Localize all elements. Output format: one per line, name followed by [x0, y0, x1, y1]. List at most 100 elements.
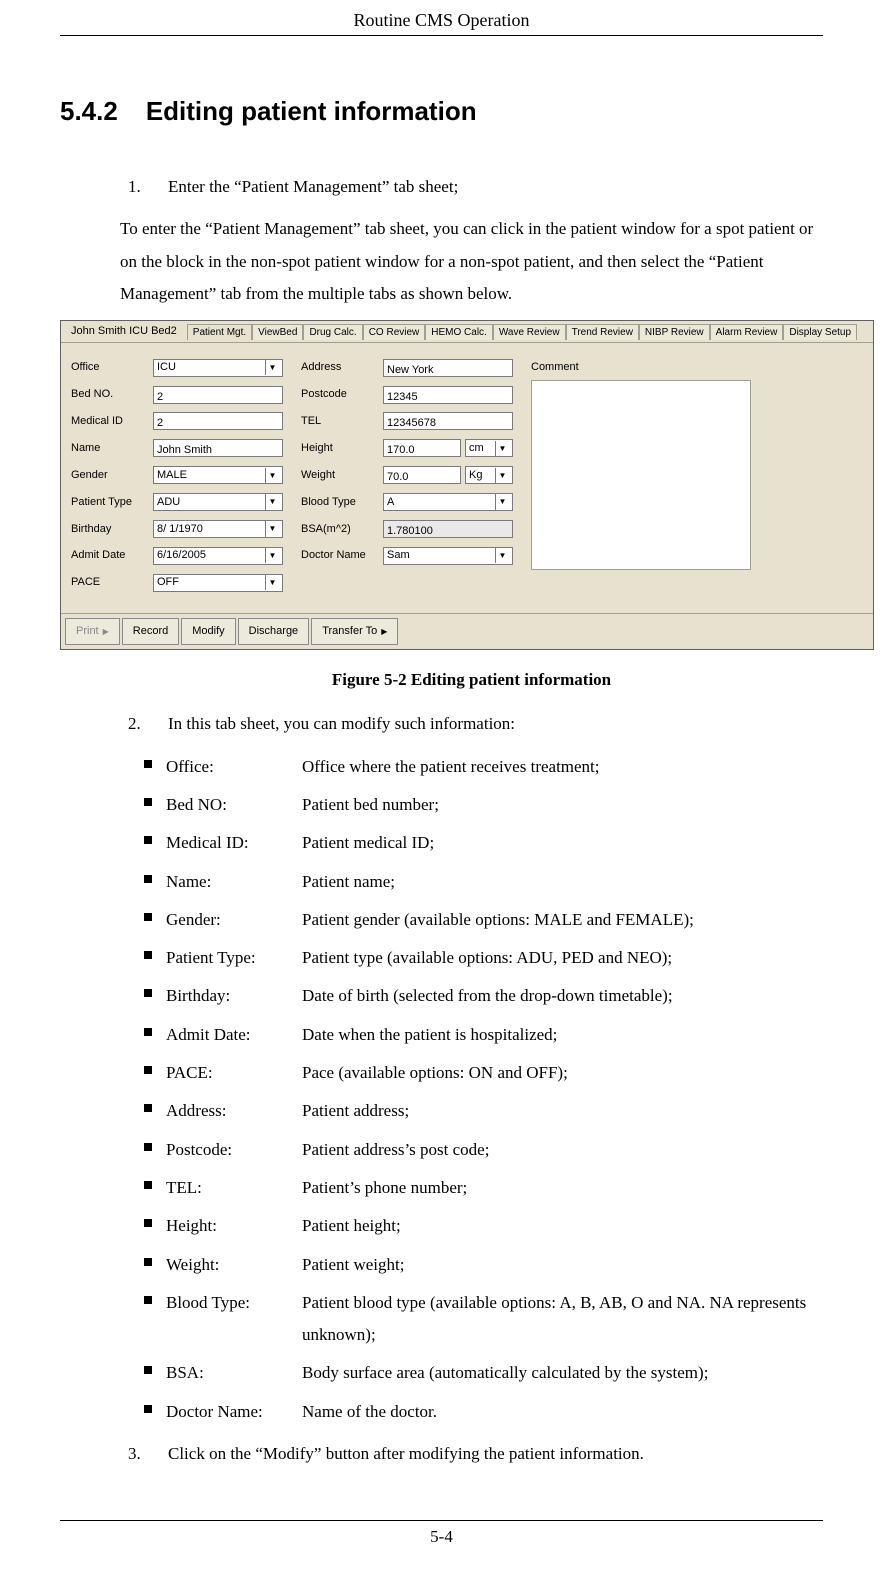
bullet-square-icon	[144, 1219, 152, 1227]
definition-term: Gender:	[166, 904, 302, 936]
definition-item: Weight:Patient weight;	[144, 1249, 823, 1281]
tab-viewbed[interactable]: ViewBed	[252, 324, 303, 340]
chevron-down-icon: ▼	[265, 548, 279, 563]
definition-item: Address:Patient address;	[144, 1095, 823, 1127]
definition-desc: Patient address’s post code;	[302, 1134, 823, 1166]
tab-patient-mgt-[interactable]: Patient Mgt.	[187, 324, 252, 340]
tab-drug-calc-[interactable]: Drug Calc.	[303, 324, 362, 340]
comment-textarea[interactable]	[531, 380, 751, 570]
window: John Smith ICU Bed2 Patient Mgt.ViewBedD…	[60, 320, 874, 650]
bullet-square-icon	[144, 1181, 152, 1189]
step-2: 2. In this tab sheet, you can modify suc…	[128, 708, 823, 740]
definition-desc: Patient’s phone number;	[302, 1172, 823, 1204]
field-blood-type: Blood TypeA▼	[301, 492, 513, 513]
dropdown[interactable]: MALE▼	[153, 466, 283, 484]
tab-display-setup[interactable]: Display Setup	[783, 324, 857, 340]
definition-desc: Body surface area (automatically calcula…	[302, 1357, 823, 1389]
tab-wave-review[interactable]: Wave Review	[493, 324, 566, 340]
bullet-square-icon	[144, 798, 152, 806]
modify-button[interactable]: Modify	[181, 618, 235, 645]
definition-desc: Date of birth (selected from the drop-do…	[302, 980, 823, 1012]
tab-nibp-review[interactable]: NIBP Review	[639, 324, 710, 340]
bullet-square-icon	[144, 1104, 152, 1112]
text-input[interactable]: 12345	[383, 386, 513, 404]
step-3-text: Click on the “Modify” button after modif…	[168, 1438, 644, 1470]
dropdown[interactable]: Sam▼	[383, 547, 513, 565]
discharge-button[interactable]: Discharge	[238, 618, 310, 645]
tab-bar: John Smith ICU Bed2 Patient Mgt.ViewBedD…	[61, 321, 873, 343]
definition-item: Doctor Name:Name of the doctor.	[144, 1396, 823, 1428]
text-input[interactable]: 70.0	[383, 466, 461, 484]
screenshot-figure: John Smith ICU Bed2 Patient Mgt.ViewBedD…	[60, 320, 874, 650]
print-button[interactable]: Print▶	[65, 618, 120, 645]
tab-trend-review[interactable]: Trend Review	[566, 324, 639, 340]
dropdown[interactable]: 6/16/2005▼	[153, 547, 283, 565]
definition-term: PACE:	[166, 1057, 302, 1089]
bullet-square-icon	[144, 1143, 152, 1151]
definition-item: TEL:Patient’s phone number;	[144, 1172, 823, 1204]
bullet-square-icon	[144, 1028, 152, 1036]
record-button[interactable]: Record	[122, 618, 179, 645]
step-1-text: Enter the “Patient Management” tab sheet…	[168, 171, 458, 203]
chevron-down-icon: ▼	[495, 468, 509, 483]
definition-item: Admit Date:Date when the patient is hosp…	[144, 1019, 823, 1051]
step-2-text: In this tab sheet, you can modify such i…	[168, 708, 515, 740]
comment-label: Comment	[531, 357, 751, 378]
definition-term: Office:	[166, 751, 302, 783]
unit-dropdown[interactable]: Kg▼	[465, 466, 513, 484]
definition-term: Height:	[166, 1210, 302, 1242]
bullet-square-icon	[144, 1366, 152, 1374]
text-input[interactable]: John Smith	[153, 439, 283, 457]
text-input[interactable]: 12345678	[383, 412, 513, 430]
transfer-button[interactable]: Transfer To▶	[311, 618, 398, 645]
dropdown[interactable]: OFF▼	[153, 574, 283, 592]
definition-desc: Patient height;	[302, 1210, 823, 1242]
text-input[interactable]: New York	[383, 359, 513, 377]
chevron-right-icon: ▶	[103, 627, 109, 636]
field-weight: Weight70.0Kg▼	[301, 465, 513, 486]
right-column: AddressNew YorkPostcode12345TEL12345678H…	[301, 357, 513, 593]
dropdown[interactable]: ICU▼	[153, 359, 283, 377]
definition-item: Birthday:Date of birth (selected from th…	[144, 980, 823, 1012]
definition-item: Office:Office where the patient receives…	[144, 751, 823, 783]
text-input[interactable]: 2	[153, 386, 283, 404]
dropdown[interactable]: 8/ 1/1970▼	[153, 520, 283, 538]
unit-dropdown[interactable]: cm▼	[465, 439, 513, 457]
chevron-down-icon: ▼	[265, 468, 279, 483]
step-3: 3. Click on the “Modify” button after mo…	[128, 1438, 823, 1470]
bullet-square-icon	[144, 875, 152, 883]
definition-desc: Patient bed number;	[302, 789, 823, 821]
figure-caption: Figure 5-2 Editing patient information	[120, 664, 823, 696]
field-admit-date: Admit Date 6/16/2005▼	[71, 545, 283, 566]
field-label: Patient Type	[71, 492, 149, 513]
definition-term: Admit Date:	[166, 1019, 302, 1051]
tab-hemo-calc-[interactable]: HEMO Calc.	[425, 324, 493, 340]
document-page: Routine CMS Operation 5.4.2 Editing pati…	[0, 0, 883, 1587]
tab-co-review[interactable]: CO Review	[363, 324, 426, 340]
text-input[interactable]: 2	[153, 412, 283, 430]
field-gender: GenderMALE▼	[71, 465, 283, 486]
chevron-down-icon: ▼	[265, 521, 279, 536]
definition-item: Bed NO:Patient bed number;	[144, 789, 823, 821]
text-input[interactable]: 170.0	[383, 439, 461, 457]
definition-term: Postcode:	[166, 1134, 302, 1166]
definition-term: Address:	[166, 1095, 302, 1127]
definition-desc: Date when the patient is hospitalized;	[302, 1019, 823, 1051]
comment-section: Comment	[531, 357, 751, 593]
definition-term: BSA:	[166, 1357, 302, 1389]
definition-item: PACE:Pace (available options: ON and OFF…	[144, 1057, 823, 1089]
field-postcode: Postcode12345	[301, 384, 513, 405]
tab-alarm-review[interactable]: Alarm Review	[710, 324, 784, 340]
field-name: NameJohn Smith	[71, 438, 283, 459]
dropdown[interactable]: ADU▼	[153, 493, 283, 511]
bullet-square-icon	[144, 1405, 152, 1413]
bullet-square-icon	[144, 989, 152, 997]
running-header: Routine CMS Operation	[60, 10, 823, 36]
definitions-list: Office:Office where the patient receives…	[144, 751, 823, 1428]
step-2-number: 2.	[128, 708, 150, 740]
field-bed-no-: Bed NO.2	[71, 384, 283, 405]
body-block: 1. Enter the “Patient Management” tab sh…	[120, 171, 823, 1470]
definition-item: Blood Type:Patient blood type (available…	[144, 1287, 823, 1352]
dropdown[interactable]: A▼	[383, 493, 513, 511]
chevron-right-icon: ▶	[381, 627, 387, 636]
